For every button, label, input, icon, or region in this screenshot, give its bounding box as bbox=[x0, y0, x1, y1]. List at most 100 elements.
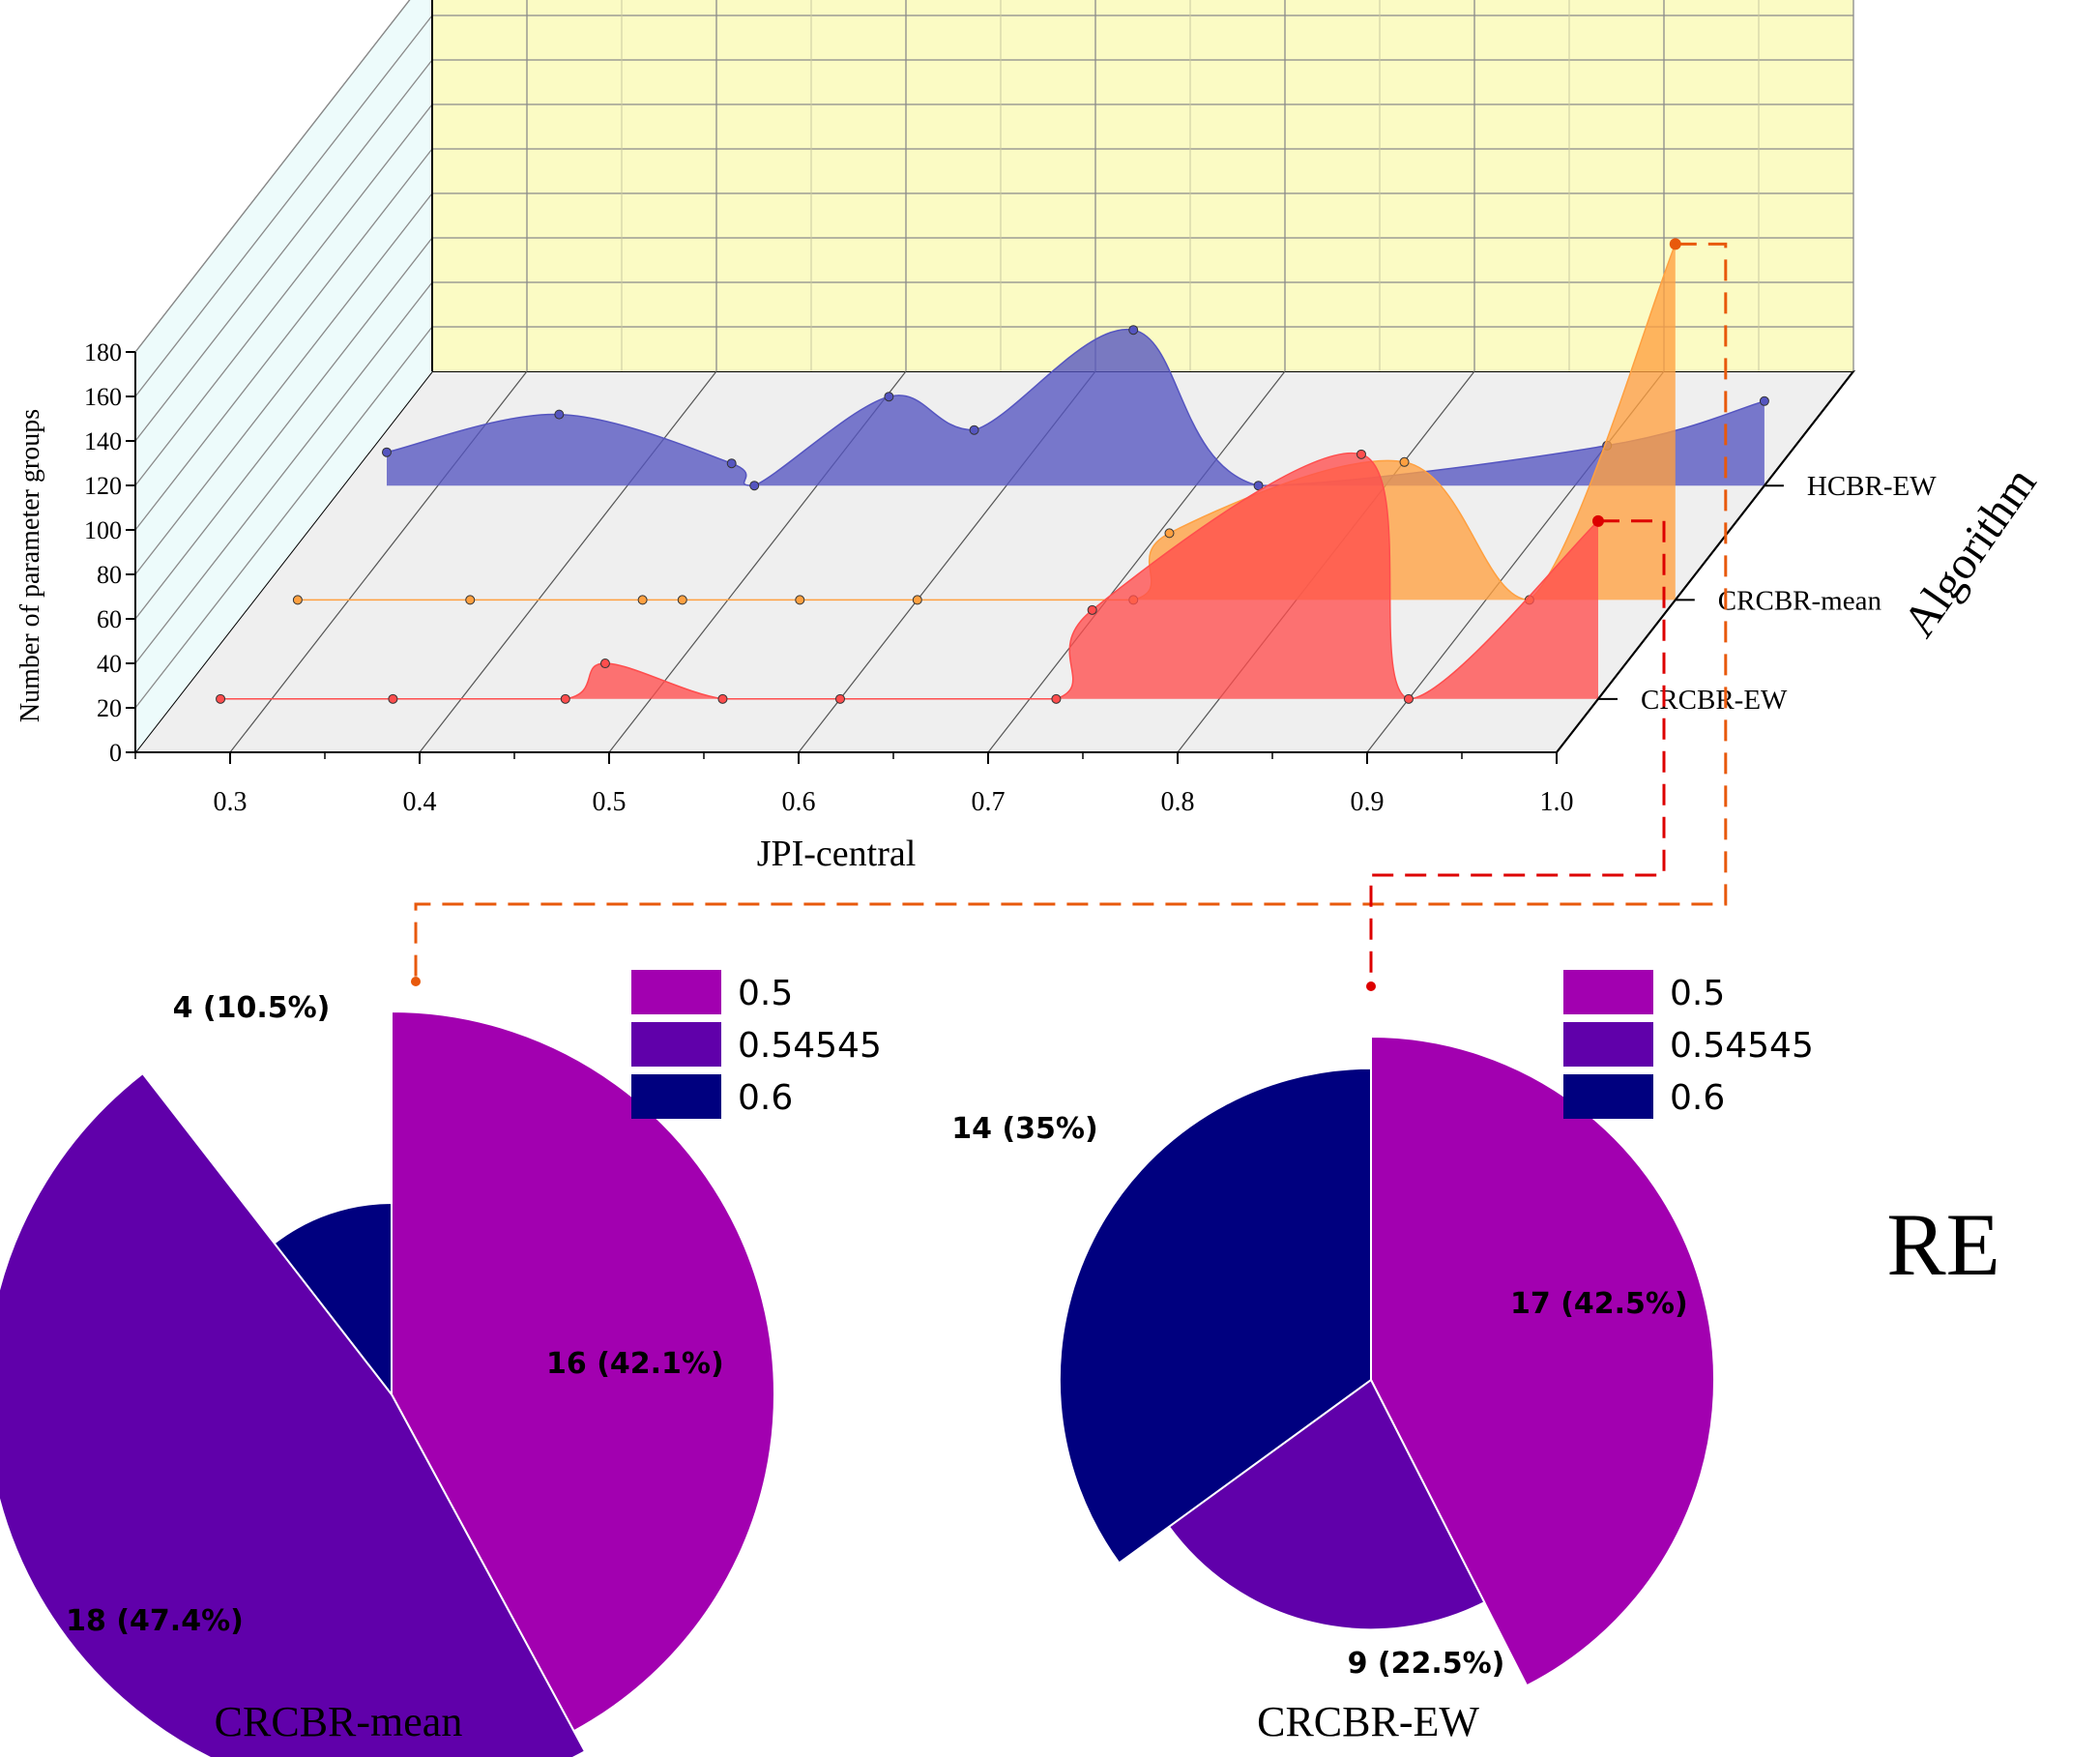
pie-data-label: 4 (10.5%) bbox=[173, 991, 331, 1025]
pie-slice-0-5 bbox=[1370, 1035, 1716, 1687]
series-line bbox=[297, 244, 1677, 601]
z-axis-line bbox=[1556, 370, 1854, 753]
pie-title: CRCBR-EW bbox=[1257, 1698, 1479, 1745]
data-point bbox=[554, 409, 565, 420]
data-point bbox=[834, 693, 845, 704]
series-area bbox=[220, 453, 1599, 699]
y-tick-label: 60 bbox=[97, 605, 122, 633]
data-point bbox=[465, 595, 476, 605]
x-tick-label: 0.4 bbox=[403, 787, 437, 817]
data-point bbox=[726, 458, 737, 469]
connector-mean-start bbox=[1669, 238, 1681, 250]
x-tick-label: 0.3 bbox=[214, 787, 248, 817]
pie-data-label: 18 (47.4%) bbox=[66, 1604, 244, 1638]
legend-swatch bbox=[1563, 1022, 1653, 1067]
x-tick-label: 0.7 bbox=[972, 787, 1006, 817]
pie-slice-0-54545 bbox=[1167, 1378, 1486, 1631]
grid-lines bbox=[134, 0, 1854, 753]
connector-ew-end bbox=[1366, 981, 1376, 991]
corner-label: RE bbox=[1886, 1195, 2000, 1294]
pie-crcbr-mean: 16 (42.1%) 18 (47.4%) 4 (10.5%) 0.5 0.54545 0… bbox=[0, 970, 882, 1757]
legend-label: 0.5 bbox=[738, 974, 793, 1013]
data-point bbox=[1356, 449, 1366, 459]
series-hcbr-ew bbox=[381, 325, 1769, 491]
x-tick-label: 0.9 bbox=[1351, 787, 1385, 817]
y-tick-label: 40 bbox=[97, 650, 122, 678]
data-point bbox=[1051, 693, 1062, 704]
data-point bbox=[795, 595, 805, 605]
data-point bbox=[388, 693, 398, 704]
data-point bbox=[1253, 481, 1264, 491]
legend-swatch bbox=[631, 970, 721, 1014]
side-wall bbox=[135, 0, 432, 752]
wall-top-edge bbox=[134, 0, 411, 353]
grid-line-x-floor bbox=[419, 370, 717, 753]
connector-mean-end bbox=[411, 977, 421, 986]
data-point bbox=[560, 693, 570, 704]
legend-label: 0.6 bbox=[738, 1078, 793, 1118]
legend-label: 0.5 bbox=[1670, 974, 1725, 1013]
legend-swatch bbox=[631, 1074, 721, 1119]
y-tick-label: 160 bbox=[84, 383, 122, 411]
connector-mean bbox=[414, 242, 1728, 981]
z-tick-label: HCBR-EW bbox=[1807, 471, 1937, 502]
axes: 0 20 40 60 80 100 120 140 160 180 0.3 0.4 0.5 0.6 0.7 0… bbox=[84, 338, 1937, 817]
y-tick-label: 20 bbox=[97, 694, 122, 722]
pie-data-label: 14 (35%) bbox=[951, 1112, 1097, 1146]
grid-line-x-floor bbox=[987, 370, 1286, 753]
data-point bbox=[969, 425, 979, 435]
pie-slice-0-6 bbox=[273, 1201, 393, 1397]
connector-ew bbox=[1369, 519, 1666, 986]
z-tick-label: CRCBR-mean bbox=[1718, 585, 1882, 616]
data-point bbox=[717, 693, 728, 704]
legend-swatch bbox=[631, 1022, 721, 1067]
data-point bbox=[216, 693, 226, 704]
pie-title: CRCBR-mean bbox=[215, 1698, 463, 1745]
data-point bbox=[912, 595, 922, 605]
legend-label: 0.54545 bbox=[738, 1026, 882, 1066]
y-tick-label: 0 bbox=[109, 739, 122, 767]
y-tick-label: 180 bbox=[84, 338, 122, 366]
x-tick-label: 0.6 bbox=[782, 787, 816, 817]
data-point bbox=[1087, 604, 1097, 615]
y-tick-label: 100 bbox=[84, 516, 122, 544]
pie-slice-0-54545 bbox=[0, 1071, 587, 1757]
x-axis-title: JPI-central bbox=[757, 834, 917, 874]
back-wall bbox=[432, 0, 1853, 371]
x-tick-label: 1.0 bbox=[1540, 787, 1574, 817]
data-point bbox=[1759, 395, 1769, 406]
data-point bbox=[1399, 456, 1410, 467]
data-point bbox=[1403, 693, 1414, 704]
legend-label: 0.54545 bbox=[1670, 1026, 1814, 1066]
x-tick-label: 0.5 bbox=[593, 787, 627, 817]
data-point bbox=[677, 595, 687, 605]
data-point bbox=[884, 392, 894, 402]
data-point bbox=[749, 481, 760, 491]
y-tick-label: 120 bbox=[84, 472, 122, 500]
pie-crcbr-ew: 17 (42.5%) 9 (22.5%) 14 (35%) 0.5 0.54545 0.6… bbox=[951, 970, 1814, 1745]
connector-lines bbox=[411, 238, 1728, 991]
y-tick-label: 140 bbox=[84, 427, 122, 455]
data-point bbox=[637, 595, 648, 605]
data-point bbox=[1128, 325, 1139, 336]
y-axis-title: Number of parameter groups bbox=[15, 409, 45, 722]
pie-charts: 16 (42.1%) 18 (47.4%) 4 (10.5%) 0.5 0.54545 0… bbox=[0, 970, 1814, 1757]
data-point bbox=[292, 595, 303, 605]
series-line bbox=[220, 452, 1599, 700]
data-point bbox=[1164, 528, 1175, 539]
pie-data-label: 17 (42.5%) bbox=[1510, 1287, 1688, 1321]
series-area bbox=[387, 329, 1765, 486]
data-point bbox=[381, 447, 392, 457]
legend-swatch bbox=[1563, 1074, 1653, 1119]
connector-ew-start bbox=[1591, 514, 1604, 527]
pie-slice-0-5 bbox=[391, 1010, 775, 1733]
pie-slice-0-6 bbox=[1058, 1067, 1372, 1565]
x-tick-label: 0.8 bbox=[1161, 787, 1195, 817]
y-tick-label: 80 bbox=[97, 561, 122, 589]
legend-label: 0.6 bbox=[1670, 1078, 1725, 1118]
pie-data-label: 9 (22.5%) bbox=[1348, 1647, 1505, 1681]
legend-swatch bbox=[1563, 970, 1653, 1014]
data-point bbox=[599, 659, 610, 669]
pie-data-label: 16 (42.1%) bbox=[546, 1347, 724, 1381]
